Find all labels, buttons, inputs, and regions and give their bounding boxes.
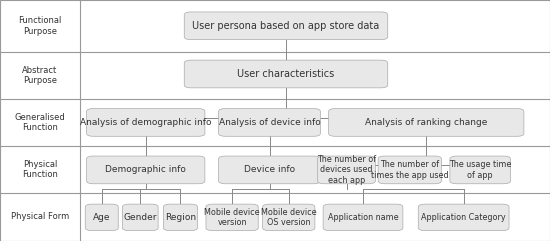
Text: Mobile device
version: Mobile device version [204, 208, 260, 227]
Text: The usage time
of app: The usage time of app [449, 160, 512, 180]
Text: User characteristics: User characteristics [238, 69, 334, 79]
FancyBboxPatch shape [85, 204, 118, 231]
FancyBboxPatch shape [218, 108, 320, 136]
Text: Application name: Application name [328, 213, 398, 222]
Text: Age: Age [93, 213, 111, 222]
Text: Mobile device
OS version: Mobile device OS version [261, 208, 317, 227]
FancyBboxPatch shape [87, 108, 205, 136]
FancyBboxPatch shape [329, 108, 524, 136]
FancyBboxPatch shape [323, 204, 403, 231]
Text: The number of
times the app used: The number of times the app used [371, 160, 449, 180]
Text: Analysis of ranking change: Analysis of ranking change [365, 118, 487, 127]
FancyBboxPatch shape [184, 12, 388, 40]
Text: Analysis of device info: Analysis of device info [219, 118, 320, 127]
FancyBboxPatch shape [263, 204, 315, 231]
FancyBboxPatch shape [450, 156, 510, 184]
Text: Physical Form: Physical Form [11, 212, 69, 221]
Text: Demographic info: Demographic info [105, 165, 186, 174]
Text: Analysis of demographic info: Analysis of demographic info [80, 118, 212, 127]
Text: Generalised
Function: Generalised Function [14, 113, 65, 132]
FancyBboxPatch shape [418, 204, 509, 231]
Text: Physical
Function: Physical Function [22, 160, 58, 179]
Text: User persona based on app store data: User persona based on app store data [192, 21, 380, 31]
FancyBboxPatch shape [218, 156, 320, 184]
FancyBboxPatch shape [122, 204, 158, 231]
Text: Region: Region [165, 213, 196, 222]
Text: The number of
devices used
each app: The number of devices used each app [317, 155, 376, 185]
FancyBboxPatch shape [184, 60, 388, 88]
FancyBboxPatch shape [206, 204, 258, 231]
FancyBboxPatch shape [87, 156, 205, 184]
Text: Device info: Device info [244, 165, 295, 174]
FancyBboxPatch shape [318, 156, 375, 184]
Text: Gender: Gender [124, 213, 157, 222]
FancyBboxPatch shape [163, 204, 197, 231]
Text: Abstract
Purpose: Abstract Purpose [22, 66, 58, 85]
Text: Application Category: Application Category [421, 213, 506, 222]
FancyBboxPatch shape [378, 156, 441, 184]
Text: Functional
Purpose: Functional Purpose [18, 16, 62, 36]
